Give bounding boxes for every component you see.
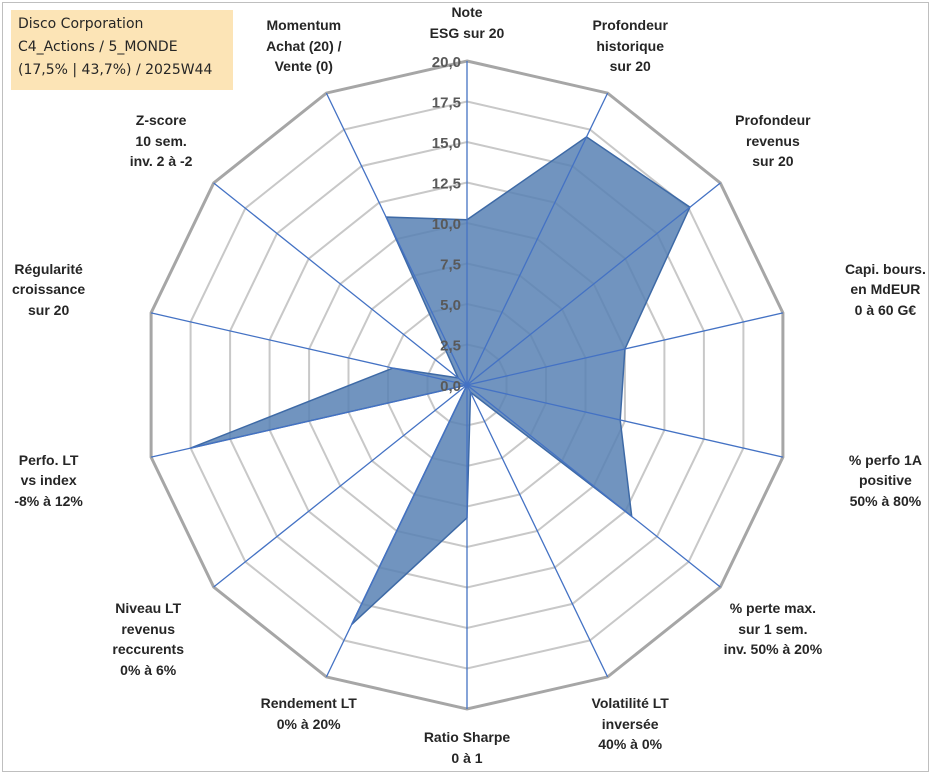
axis-label: Niveau LT revenus reccurents 0% à 6% bbox=[63, 598, 233, 680]
axis-label: Régularité croissance sur 20 bbox=[0, 259, 134, 321]
axis-spoke bbox=[213, 182, 468, 386]
axis-label-line: sur 20 bbox=[27, 301, 70, 318]
axis-label: Volatilité LT inversée 40% à 0% bbox=[545, 693, 715, 755]
axis-label-line: vs index bbox=[20, 472, 77, 489]
tick-layer: 0,0 2,5 5,0 7,5 10,0 12,5 15,0 17,5 20,0 bbox=[432, 54, 461, 395]
axis-label: Profondeur revenus sur 20 bbox=[688, 110, 858, 172]
axis-label-line: % perte max. bbox=[729, 600, 817, 617]
axis-spoke bbox=[150, 312, 468, 386]
axis-label-line: reccurents bbox=[112, 641, 184, 658]
title-box: Disco Corporation C4_Actions / 5_MONDE (… bbox=[11, 10, 233, 90]
axis-label: % perfo 1A positive 50% à 80% bbox=[800, 450, 933, 512]
axis-spoke bbox=[213, 384, 468, 588]
axis-label-line: inversée bbox=[601, 715, 659, 732]
axis-label-line: ESG sur 20 bbox=[429, 24, 505, 41]
axis-label-line: -8% à 12% bbox=[14, 492, 83, 509]
axis-label: Z-score 10 sem. inv. 2 à -2 bbox=[76, 110, 246, 172]
axis-label-line: Perfo. LT bbox=[18, 451, 79, 468]
axis-spoke bbox=[466, 384, 609, 678]
axis-spoke bbox=[466, 384, 721, 588]
axis-label-line: revenus bbox=[746, 132, 800, 149]
axis-spoke bbox=[466, 312, 784, 386]
tick-label: 0,0 bbox=[440, 378, 461, 395]
axis-label-line: Z-score bbox=[135, 112, 187, 129]
axis-label-line: sur 1 sem. bbox=[738, 620, 808, 637]
axis-label-line: Rendement LT bbox=[260, 695, 357, 712]
axis-label-line: 0% à 6% bbox=[120, 661, 177, 678]
axis-label-line: historique bbox=[596, 37, 665, 54]
axis-label: Perfo. LT vs index -8% à 12% bbox=[0, 450, 134, 512]
score-summary: (17,5% | 43,7%) / 2025W44 bbox=[18, 62, 213, 78]
axis-label: Profondeur historique sur 20 bbox=[545, 15, 715, 77]
axis-spoke bbox=[466, 384, 784, 458]
company-name: Disco Corporation bbox=[18, 16, 144, 32]
axis-label-line: Achat (20) / bbox=[266, 37, 342, 54]
axis-label-line: Capi. bours. bbox=[844, 260, 926, 277]
axis-label-line: inv. 50% à 20% bbox=[723, 641, 823, 658]
axis-label: Note ESG sur 20 bbox=[382, 2, 552, 43]
portfolio-path: C4_Actions / 5_MONDE bbox=[18, 39, 178, 55]
axis-label: Ratio Sharpe 0 à 1 bbox=[382, 727, 552, 768]
axis-label-line: sur 20 bbox=[752, 153, 794, 170]
axis-label-line: Note bbox=[451, 4, 483, 20]
tick-label: 2,5 bbox=[440, 338, 461, 355]
axis-label-line: 40% à 0% bbox=[598, 736, 663, 753]
axis-label-line: Volatilité LT bbox=[591, 695, 669, 712]
axis-label-line: positive bbox=[858, 472, 912, 489]
axis-spoke bbox=[325, 384, 468, 678]
axis-label: Capi. bours. en MdEUR 0 à 60 G€ bbox=[800, 259, 933, 321]
axis-label-line: Ratio Sharpe bbox=[423, 729, 511, 745]
axis-label-line: croissance bbox=[12, 281, 86, 298]
tick-label: 7,5 bbox=[440, 257, 461, 274]
axis-label-line: sur 20 bbox=[609, 58, 651, 75]
axis-label-line: Niveau LT bbox=[115, 600, 182, 617]
axis-label-line: Vente (0) bbox=[274, 58, 333, 75]
axis-spoke bbox=[325, 92, 468, 386]
axis-label-line: revenus bbox=[121, 620, 176, 637]
axis-label-line: 0 à 60 G€ bbox=[854, 301, 917, 318]
axis-label-line: Profondeur bbox=[592, 17, 668, 34]
axis-spoke bbox=[466, 182, 721, 386]
axis-label-line: en MdEUR bbox=[850, 281, 921, 298]
axis-spoke bbox=[150, 384, 468, 458]
axis-label-line: Momentum bbox=[266, 17, 342, 34]
axis-label-line: 0 à 1 bbox=[451, 749, 483, 766]
axis-label-line: Profondeur bbox=[735, 112, 811, 129]
axis-label-line: 10 sem. bbox=[135, 132, 187, 149]
axis-label-line: Régularité bbox=[14, 260, 83, 277]
tick-label: 17,5 bbox=[432, 95, 461, 112]
axis-label-line: 50% à 80% bbox=[849, 492, 922, 509]
axis-label: Momentum Achat (20) / Vente (0) bbox=[219, 15, 389, 77]
tick-label: 5,0 bbox=[440, 297, 461, 314]
spoke-layer bbox=[150, 61, 784, 709]
tick-label: 20,0 bbox=[432, 54, 461, 71]
tick-label: 12,5 bbox=[432, 176, 461, 193]
axis-spoke bbox=[466, 92, 609, 386]
tick-label: 15,0 bbox=[432, 135, 461, 152]
tick-label: 10,0 bbox=[432, 216, 461, 233]
axis-label: % perte max. sur 1 sem. inv. 50% à 20% bbox=[688, 598, 858, 660]
axis-label-line: inv. 2 à -2 bbox=[129, 153, 193, 170]
axis-label-line: % perfo 1A bbox=[848, 451, 922, 468]
axis-label-line: 0% à 20% bbox=[276, 715, 341, 732]
axis-label: Rendement LT 0% à 20% bbox=[224, 693, 394, 734]
